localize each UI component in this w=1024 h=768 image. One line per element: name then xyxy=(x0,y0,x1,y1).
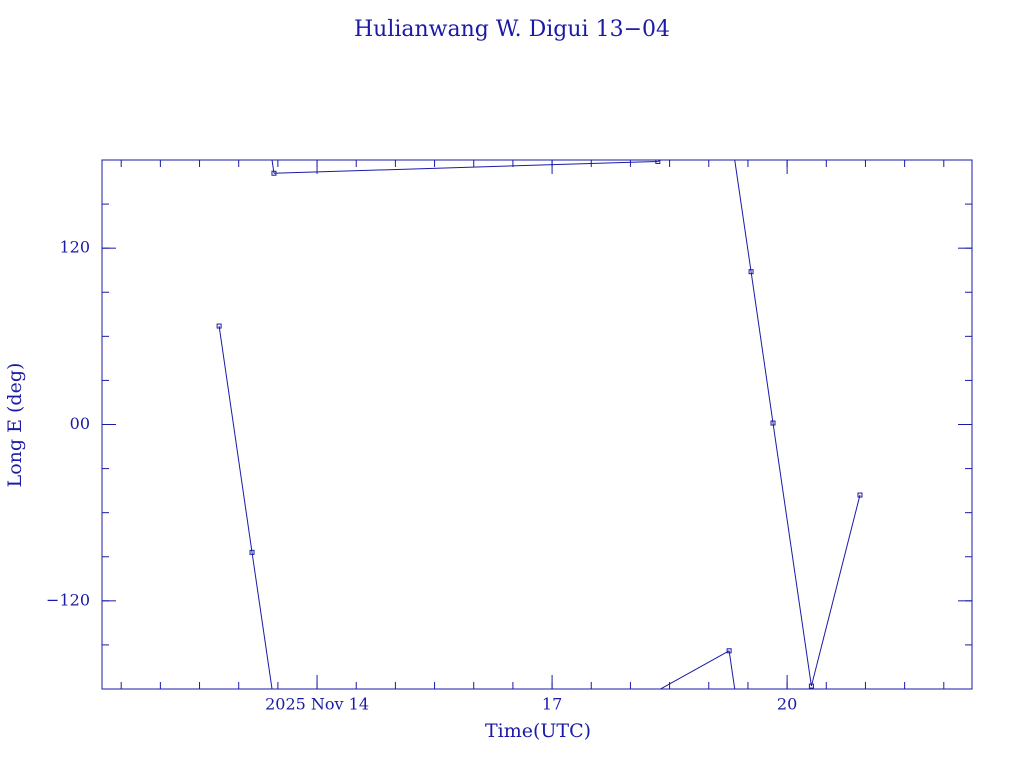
line-segment xyxy=(273,160,658,174)
line-segment xyxy=(218,325,253,553)
point-marker xyxy=(249,549,255,555)
line-segment xyxy=(659,650,730,689)
line-segment xyxy=(734,160,752,272)
plot-area xyxy=(216,160,863,689)
point-marker xyxy=(857,492,863,498)
plot-frame xyxy=(101,159,973,690)
line-segment xyxy=(271,160,275,174)
line-segment xyxy=(728,650,736,689)
point-marker xyxy=(748,269,754,275)
line-segment xyxy=(750,271,774,424)
line-segment xyxy=(657,160,662,162)
x-axis-label: Time(UTC) xyxy=(485,720,591,742)
point-marker xyxy=(216,323,222,329)
x-tick-label: 20 xyxy=(777,695,797,714)
line-segment xyxy=(772,422,812,687)
y-tick-label: 00 xyxy=(70,414,90,433)
x-tick-label: 17 xyxy=(542,695,562,714)
point-marker xyxy=(726,648,732,654)
point-marker xyxy=(808,683,814,689)
point-marker xyxy=(770,420,776,426)
x-tick-label: 2025 Nov 14 xyxy=(265,695,369,714)
line-segment xyxy=(251,552,273,689)
point-marker xyxy=(271,170,277,176)
y-tick-label: −120 xyxy=(46,590,90,609)
point-marker xyxy=(655,160,661,164)
y-tick-label: 120 xyxy=(59,238,90,257)
y-axis-label: Long E (deg) xyxy=(4,363,26,488)
chart-title: Hulianwang W. Digui 13−04 xyxy=(354,17,670,42)
line-segment xyxy=(810,494,861,687)
